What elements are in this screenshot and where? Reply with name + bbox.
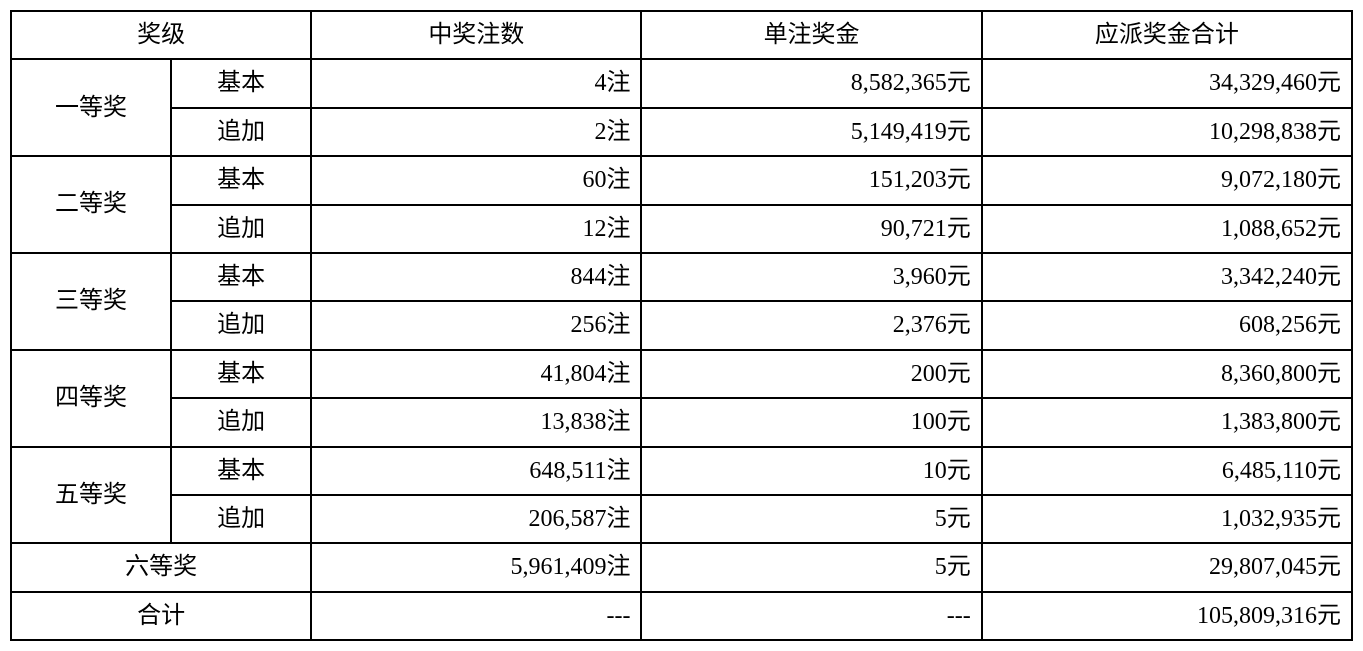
table-row-sixth: 六等奖5,961,409注5元29,807,045元 [11, 543, 1352, 591]
total-prize: 10,298,838元 [982, 108, 1352, 156]
prize-subtype: 追加 [171, 205, 311, 253]
total-prize: 8,360,800元 [982, 350, 1352, 398]
unit-prize: 200元 [641, 350, 981, 398]
table-row: 追加256注2,376元608,256元 [11, 301, 1352, 349]
prize-name-sixth: 六等奖 [11, 543, 311, 591]
unit-prize: 2,376元 [641, 301, 981, 349]
header-win-count: 中奖注数 [311, 11, 641, 59]
total-prize: 1,383,800元 [982, 398, 1352, 446]
win-count: 2注 [311, 108, 641, 156]
prize-subtype: 追加 [171, 398, 311, 446]
win-count: 5,961,409注 [311, 543, 641, 591]
prize-subtype: 基本 [171, 253, 311, 301]
table-row: 追加12注90,721元1,088,652元 [11, 205, 1352, 253]
win-count: 206,587注 [311, 495, 641, 543]
prize-name: 五等奖 [11, 447, 171, 544]
prize-subtype: 基本 [171, 156, 311, 204]
prize-subtype: 追加 [171, 495, 311, 543]
table-row: 追加13,838注100元1,383,800元 [11, 398, 1352, 446]
win-count: --- [311, 592, 641, 640]
prize-name: 一等奖 [11, 59, 171, 156]
unit-prize: 5,149,419元 [641, 108, 981, 156]
total-prize: 608,256元 [982, 301, 1352, 349]
prize-subtype: 追加 [171, 301, 311, 349]
table-row: 一等奖基本4注8,582,365元34,329,460元 [11, 59, 1352, 107]
prize-subtype: 基本 [171, 447, 311, 495]
prize-name: 三等奖 [11, 253, 171, 350]
table-row: 追加2注5,149,419元10,298,838元 [11, 108, 1352, 156]
win-count: 256注 [311, 301, 641, 349]
unit-prize: 3,960元 [641, 253, 981, 301]
win-count: 41,804注 [311, 350, 641, 398]
table-row: 三等奖基本844注3,960元3,342,240元 [11, 253, 1352, 301]
total-prize: 6,485,110元 [982, 447, 1352, 495]
prize-subtype: 追加 [171, 108, 311, 156]
header-row: 奖级中奖注数单注奖金应派奖金合计 [11, 11, 1352, 59]
unit-prize: --- [641, 592, 981, 640]
win-count: 13,838注 [311, 398, 641, 446]
win-count: 4注 [311, 59, 641, 107]
total-prize: 1,032,935元 [982, 495, 1352, 543]
win-count: 648,511注 [311, 447, 641, 495]
total-prize: 34,329,460元 [982, 59, 1352, 107]
prize-name: 四等奖 [11, 350, 171, 447]
table-row: 四等奖基本41,804注200元8,360,800元 [11, 350, 1352, 398]
win-count: 844注 [311, 253, 641, 301]
unit-prize: 5元 [641, 495, 981, 543]
unit-prize: 100元 [641, 398, 981, 446]
total-label: 合计 [11, 592, 311, 640]
prize-subtype: 基本 [171, 59, 311, 107]
win-count: 12注 [311, 205, 641, 253]
prize-table: 奖级中奖注数单注奖金应派奖金合计一等奖基本4注8,582,365元34,329,… [10, 10, 1353, 641]
total-prize: 9,072,180元 [982, 156, 1352, 204]
total-prize: 1,088,652元 [982, 205, 1352, 253]
unit-prize: 10元 [641, 447, 981, 495]
unit-prize: 151,203元 [641, 156, 981, 204]
win-count: 60注 [311, 156, 641, 204]
header-prize-level: 奖级 [11, 11, 311, 59]
header-total-prize: 应派奖金合计 [982, 11, 1352, 59]
unit-prize: 5元 [641, 543, 981, 591]
table-row: 二等奖基本60注151,203元9,072,180元 [11, 156, 1352, 204]
unit-prize: 8,582,365元 [641, 59, 981, 107]
total-prize: 29,807,045元 [982, 543, 1352, 591]
total-prize: 105,809,316元 [982, 592, 1352, 640]
table-row: 五等奖基本648,511注10元6,485,110元 [11, 447, 1352, 495]
header-unit-prize: 单注奖金 [641, 11, 981, 59]
table-row: 追加206,587注5元1,032,935元 [11, 495, 1352, 543]
unit-prize: 90,721元 [641, 205, 981, 253]
prize-subtype: 基本 [171, 350, 311, 398]
table-row-total: 合计------105,809,316元 [11, 592, 1352, 640]
prize-name: 二等奖 [11, 156, 171, 253]
total-prize: 3,342,240元 [982, 253, 1352, 301]
